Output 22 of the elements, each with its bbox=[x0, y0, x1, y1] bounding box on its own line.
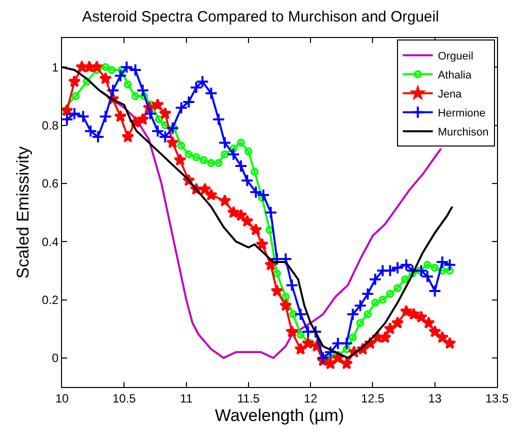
y-tick-label: 0.8 bbox=[42, 118, 59, 132]
y-tick-label: 0.4 bbox=[42, 234, 59, 249]
x-axis-title: Wavelength (µm) bbox=[214, 406, 344, 425]
x-tick-label: 11 bbox=[180, 391, 193, 406]
legend-label: Jena bbox=[438, 88, 463, 101]
x-tick-label: 11.5 bbox=[237, 391, 260, 406]
legend-label: Orgueil bbox=[438, 50, 474, 63]
legend-label: Murchison bbox=[438, 126, 489, 139]
x-tick-label: 10.5 bbox=[112, 391, 136, 406]
y-axis-title: Scaled Emissivity bbox=[13, 146, 32, 279]
y-tick-label: 0 bbox=[52, 351, 59, 366]
x-tick-label: 10 bbox=[55, 391, 69, 406]
x-tick-label: 12 bbox=[304, 391, 318, 406]
y-tick-label: 0.2 bbox=[42, 292, 59, 307]
legend-label: Athalia bbox=[438, 70, 472, 82]
x-tick-label: 13.5 bbox=[485, 391, 509, 406]
legend-label: Hermione bbox=[438, 108, 486, 120]
x-tick-label: 12.5 bbox=[361, 391, 385, 406]
y-tick-label: 0.6 bbox=[42, 176, 59, 191]
y-tick-label: 1 bbox=[52, 60, 59, 74]
chart-title: Asteroid Spectra Compared to Murchison and Orgueil bbox=[82, 8, 439, 26]
x-tick-label: 13 bbox=[428, 391, 442, 406]
